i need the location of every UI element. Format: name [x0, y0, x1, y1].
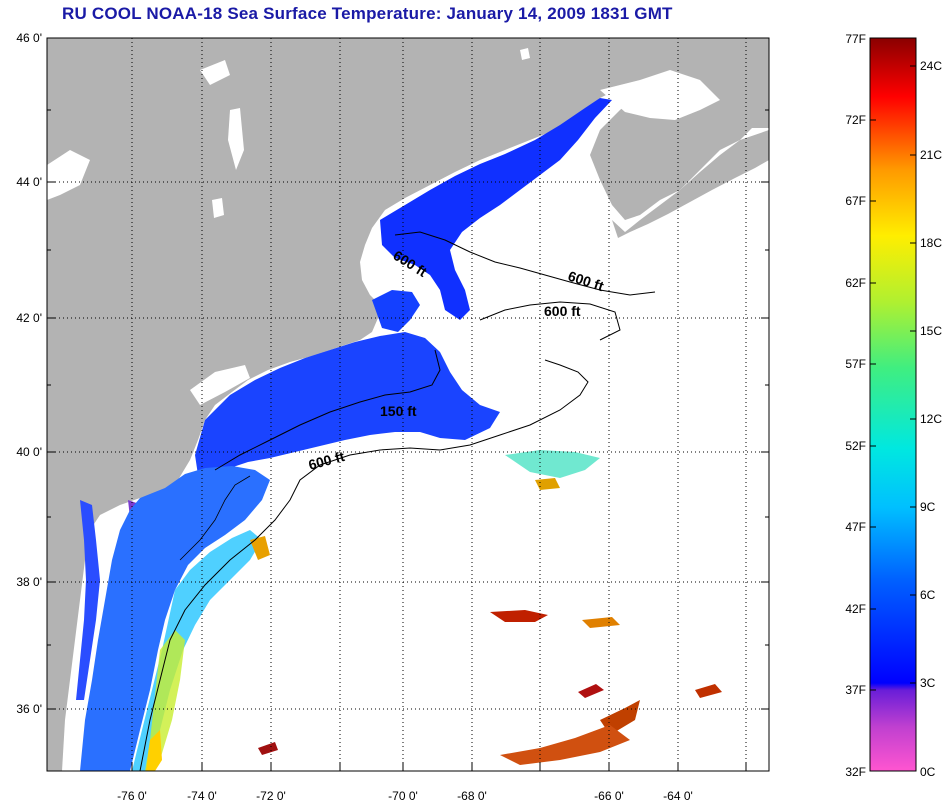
sst-gulf-stream-patch: [695, 684, 722, 698]
lon-label: -76 0': [117, 789, 147, 803]
colorbar-label-f: 62F: [845, 276, 866, 290]
land-nova-scotia: [612, 130, 769, 238]
contour-line-150ft: [214, 349, 441, 471]
map-title: RU COOL NOAA-18 Sea Surface Temperature:…: [62, 4, 673, 23]
sst-gulf-of-maine: [380, 98, 612, 320]
colorbar-label-f: 72F: [845, 113, 866, 127]
land-lake: [600, 70, 720, 120]
lon-label: -70 0': [388, 789, 418, 803]
land-lake: [190, 365, 250, 405]
colorbar-label-c: 6C: [920, 588, 936, 602]
lat-label: 40 0': [16, 445, 42, 459]
colorbar: [869, 37, 917, 772]
colorbar-label-c: 9C: [920, 500, 936, 514]
colorbar-label-f: 42F: [845, 602, 866, 616]
land-lake: [228, 108, 244, 170]
lat-label: 44 0': [16, 175, 42, 189]
colorbar-label-c: 12C: [920, 412, 942, 426]
sst-warm-patch: [535, 478, 560, 490]
land-bay: [76, 500, 100, 700]
sst-gulf-stream-patch: [578, 684, 604, 698]
sst-warm-patch: [250, 536, 270, 560]
lat-label: 38 0': [16, 575, 42, 589]
lon-label: -72 0': [256, 789, 286, 803]
colorbar-label-c: 0C: [920, 765, 936, 779]
contour-line-600ft-gb: [479, 301, 621, 341]
sst-cape-cod: [372, 290, 420, 332]
sst-offshore-patch: [505, 450, 600, 478]
colorbar-label-f: 37F: [845, 683, 866, 697]
land-mainland: [47, 38, 769, 771]
colorbar-label-c: 18C: [920, 236, 942, 250]
land-lake: [200, 60, 230, 85]
sst-mid-atlantic-shelf: [80, 466, 270, 771]
frame-ticks: [47, 37, 769, 771]
lon-label: -66 0': [594, 789, 624, 803]
colorbar-label-c: 24C: [920, 59, 942, 73]
colorbar-label-f: 67F: [845, 194, 866, 208]
colorbar-label-f: 32F: [845, 765, 866, 779]
contour-line-inner: [179, 475, 251, 561]
graticule: [47, 38, 769, 771]
sst-gulf-stream-patch: [500, 725, 630, 765]
lat-label: 46 0': [16, 31, 42, 45]
colorbar-label-f: 57F: [845, 357, 866, 371]
contour-label: 150 ft: [380, 403, 417, 419]
sst-gulf-stream-patch: [582, 617, 620, 628]
lat-label: 42 0': [16, 311, 42, 325]
sst-cape-hatteras-warm: [146, 730, 162, 771]
lon-label: -74 0': [187, 789, 217, 803]
land-lake: [212, 198, 224, 218]
colorbar-ticks: [870, 37, 916, 691]
lon-label: -64 0': [663, 789, 693, 803]
contour-line-600ft: [139, 359, 589, 771]
land-lake: [520, 48, 530, 60]
colorbar-label-f: 52F: [845, 439, 866, 453]
lon-label: -68 0': [457, 789, 487, 803]
contour-line-600ft-gom: [394, 231, 656, 296]
colorbar-label-f: 77F: [845, 32, 866, 46]
lat-label: 36 0': [16, 702, 42, 716]
plot-frame: [46, 37, 770, 772]
colorbar-label-c: 21C: [920, 148, 942, 162]
contour-label: 600 ft: [544, 303, 581, 319]
sst-gulf-stream-patch: [258, 742, 278, 755]
land-lake: [47, 150, 90, 200]
sst-gulf-stream-patch: [490, 610, 548, 622]
colorbar-label-f: 47F: [845, 520, 866, 534]
colorbar-label-c: 15C: [920, 324, 942, 338]
colorbar-label-c: 3C: [920, 676, 936, 690]
